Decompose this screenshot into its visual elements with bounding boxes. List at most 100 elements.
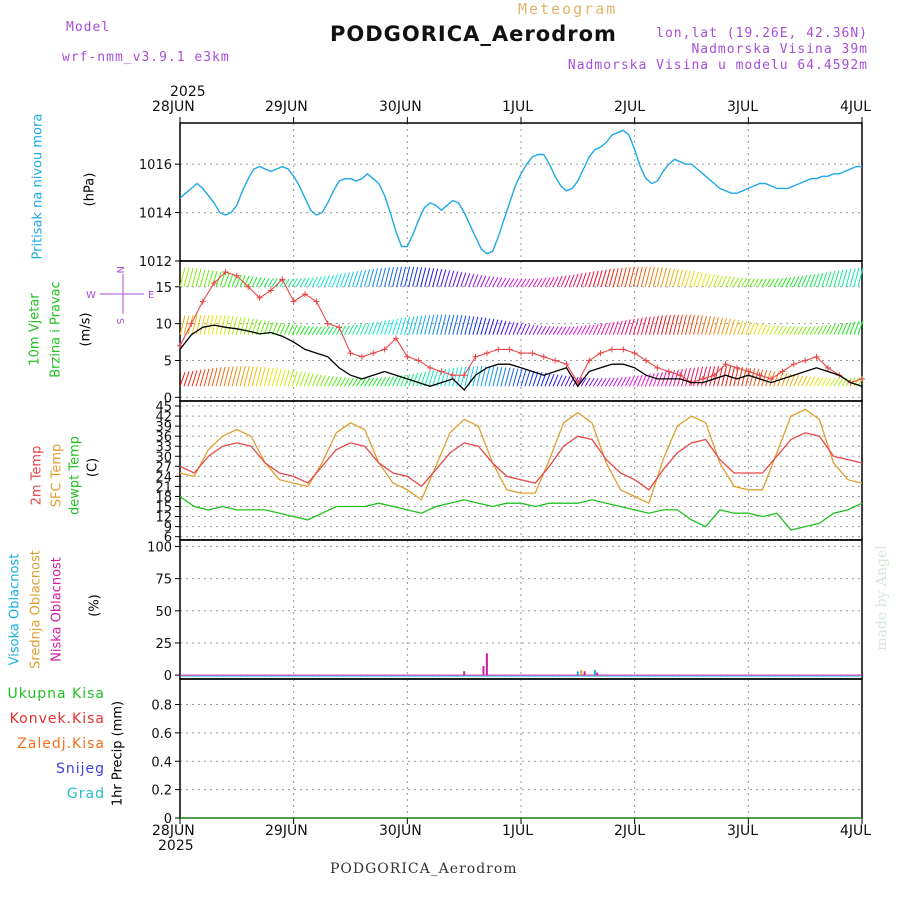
wind-gust-marker (608, 346, 615, 353)
wind-barb (315, 276, 322, 288)
wind-barb (364, 322, 371, 335)
wind-barb (332, 376, 338, 387)
wind-barb (315, 326, 322, 335)
wind-barb (315, 374, 322, 387)
wind-barb (596, 270, 603, 287)
wind-barb (789, 276, 796, 288)
wind-barb (588, 271, 595, 287)
wind-barb (717, 366, 724, 387)
wind-barb (420, 267, 427, 287)
wind-barb (291, 371, 298, 387)
wind-barb (556, 326, 563, 335)
wind-barb (428, 268, 435, 287)
date-top-1: 29JUN (265, 99, 308, 115)
wind-gust-marker (256, 294, 263, 301)
wind-barb (336, 377, 342, 387)
wind-barb (624, 319, 631, 335)
wind-barb (580, 377, 587, 387)
wind-gust-marker (233, 272, 240, 279)
wind-barb (676, 269, 683, 287)
wind-barb (388, 319, 395, 335)
wind-barb (199, 314, 206, 335)
wind-barb (488, 318, 495, 335)
wind-barb (564, 274, 571, 287)
pressure-frame (179, 122, 863, 262)
wind-barb (496, 320, 503, 335)
wind-barb (432, 268, 439, 287)
wind-gust-marker (302, 291, 309, 298)
clouds-ytick-label: 25 (155, 637, 172, 652)
date-top-6: 4JUL (840, 99, 872, 115)
wind-barb (231, 316, 238, 335)
wind-barb (500, 277, 507, 288)
wind-barb (829, 377, 836, 387)
wind-barb (512, 322, 519, 335)
wind-barb (275, 322, 282, 335)
wind-barb (380, 267, 387, 287)
wind-barb (187, 370, 194, 387)
wind-barb (512, 278, 519, 288)
wind-barb (356, 270, 362, 287)
wind-barb (733, 366, 740, 387)
wind-barb (191, 314, 198, 335)
wind-barb (717, 275, 724, 287)
wind-barb (388, 267, 395, 287)
wind-barb (311, 374, 318, 387)
wind-barb (352, 324, 358, 335)
cloud-bar-mid (580, 669, 583, 676)
wind-gust-marker (654, 364, 661, 371)
wind-barb (680, 314, 687, 335)
wind-barb (287, 370, 294, 387)
wind-barb (179, 372, 186, 387)
wind-barb (319, 375, 326, 387)
elevation: Nadmorska Visina 39m (691, 42, 868, 57)
wind-barb (299, 372, 306, 387)
wind-barb (263, 277, 270, 288)
wind-barb (356, 323, 362, 335)
wind-gust-marker (790, 361, 797, 368)
wind-barb (352, 377, 358, 387)
wind-gust-marker (461, 372, 468, 379)
wind-barb (705, 366, 712, 387)
wind-barb (440, 368, 447, 387)
wind-barb (817, 325, 824, 335)
wind-barb (504, 278, 511, 288)
cloud-bar-low (596, 672, 599, 676)
wind-barb (464, 366, 471, 387)
wind-gust-marker (188, 320, 195, 327)
wind-gust-marker (722, 361, 729, 368)
wind-barb (849, 268, 856, 287)
wind-barb (203, 368, 210, 387)
wind-barb (668, 314, 675, 335)
wind-barb (348, 324, 354, 335)
wind-barb (524, 370, 531, 387)
wind-barb (648, 373, 655, 387)
wind-barb (307, 326, 314, 335)
wind-gust-marker (563, 361, 570, 368)
wind-barb (705, 316, 712, 335)
wind-barb (259, 367, 266, 387)
wind-ytick-label: 0 (164, 391, 172, 406)
wind-barb (584, 325, 591, 335)
wind-gust-marker (245, 283, 252, 290)
wind-barb (805, 326, 812, 335)
precip-legend-hail: Grad (66, 786, 105, 802)
wind-barb (512, 368, 519, 387)
wind-barb (640, 317, 647, 335)
date-top-5: 3JUL (727, 99, 759, 115)
wind-barb (404, 316, 411, 335)
wind-barb (817, 377, 824, 387)
wind-barb (668, 268, 675, 287)
wind-barb (432, 314, 439, 335)
lonlat: lon,lat (19.26E, 42.36N) (656, 26, 868, 41)
wind-barb (584, 271, 591, 287)
wind-barb (853, 377, 860, 387)
clouds-frame (179, 539, 863, 680)
wind-barb (652, 372, 659, 387)
wind-gust-marker (643, 357, 650, 364)
wind-barb (504, 321, 511, 335)
wind-barb (624, 267, 631, 287)
wind-gust-marker (472, 353, 479, 360)
wind-barb (636, 317, 643, 335)
wind-barb (713, 366, 720, 387)
